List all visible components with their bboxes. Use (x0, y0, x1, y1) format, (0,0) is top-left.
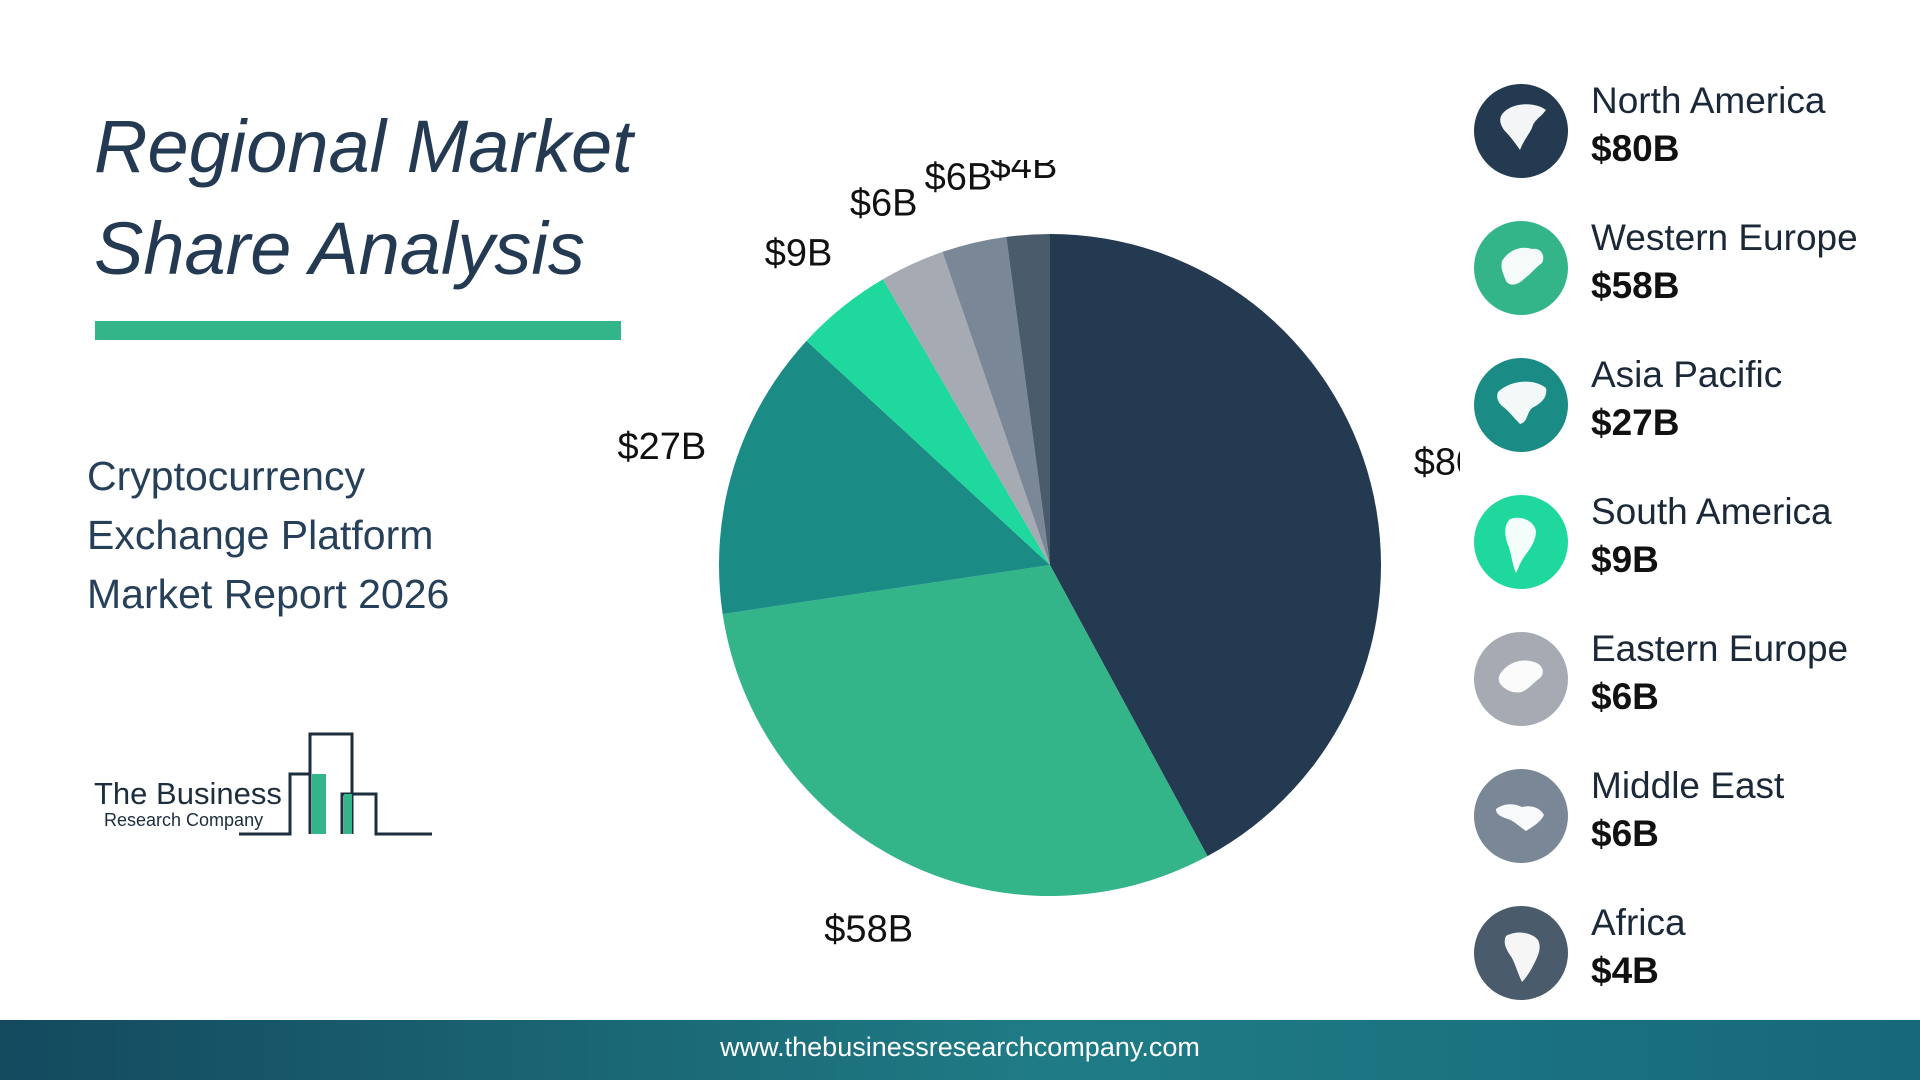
company-logo: The Business Research Company (94, 732, 434, 842)
legend-item-africa: Africa $4B (1474, 902, 1914, 1022)
north-america-globe-icon (1474, 84, 1568, 178)
footer-website-link[interactable]: www.thebusinessresearchcompany.com (0, 1032, 1920, 1063)
legend-value: $6B (1591, 676, 1659, 718)
report-subtitle: Cryptocurrency Exchange Platform Market … (87, 447, 607, 624)
legend-value: $9B (1591, 539, 1659, 581)
legend-value: $27B (1591, 402, 1679, 444)
title-underline (95, 321, 621, 340)
legend-value: $58B (1591, 265, 1679, 307)
legend-item-western-europe: Western Europe $58B (1474, 217, 1914, 337)
pie-label-north-america: $80B (1414, 442, 1460, 484)
pie-label-africa: $4B (990, 160, 1058, 187)
subtitle-line-3: Market Report 2026 (87, 565, 607, 624)
legend-label: Eastern Europe (1591, 628, 1848, 670)
pie-chart: $80B$58B$27B$9B$6B$6B$4B (560, 160, 1460, 990)
legend-item-middle-east: Middle East $6B (1474, 765, 1914, 885)
pie-label-middle-east: $6B (925, 160, 993, 199)
legend-value: $80B (1591, 128, 1679, 170)
pie-chart-svg: $80B$58B$27B$9B$6B$6B$4B (560, 160, 1460, 990)
logo-name-line-2: Research Company (104, 810, 263, 831)
south-america-globe-icon (1474, 495, 1568, 589)
legend-value: $6B (1591, 813, 1659, 855)
subtitle-line-2: Exchange Platform (87, 506, 607, 565)
eastern-europe-globe-icon (1474, 632, 1568, 726)
legend-label: South America (1591, 491, 1832, 533)
legend-item-south-america: South America $9B (1474, 491, 1914, 611)
legend-label: Western Europe (1591, 217, 1858, 259)
legend-item-north-america: North America $80B (1474, 80, 1914, 200)
western-europe-globe-icon (1474, 221, 1568, 315)
pie-label-south-america: $9B (765, 233, 833, 275)
pie-label-eastern-europe: $6B (850, 182, 918, 224)
asia-pacific-globe-icon (1474, 358, 1568, 452)
pie-label-asia-pacific: $27B (617, 426, 706, 468)
legend-label: Middle East (1591, 765, 1784, 807)
pie-label-western-europe: $58B (824, 908, 913, 950)
legend-label: Africa (1591, 902, 1686, 944)
logo-name-line-1: The Business (94, 776, 282, 812)
middle-east-globe-icon (1474, 769, 1568, 863)
subtitle-line-1: Cryptocurrency (87, 447, 607, 506)
legend-item-asia-pacific: Asia Pacific $27B (1474, 354, 1914, 474)
footer-bar: www.thebusinessresearchcompany.com (0, 1020, 1920, 1080)
legend-item-eastern-europe: Eastern Europe $6B (1474, 628, 1914, 748)
legend-value: $4B (1591, 950, 1659, 992)
legend-label: Asia Pacific (1591, 354, 1782, 396)
africa-globe-icon (1474, 906, 1568, 1000)
legend-label: North America (1591, 80, 1825, 122)
